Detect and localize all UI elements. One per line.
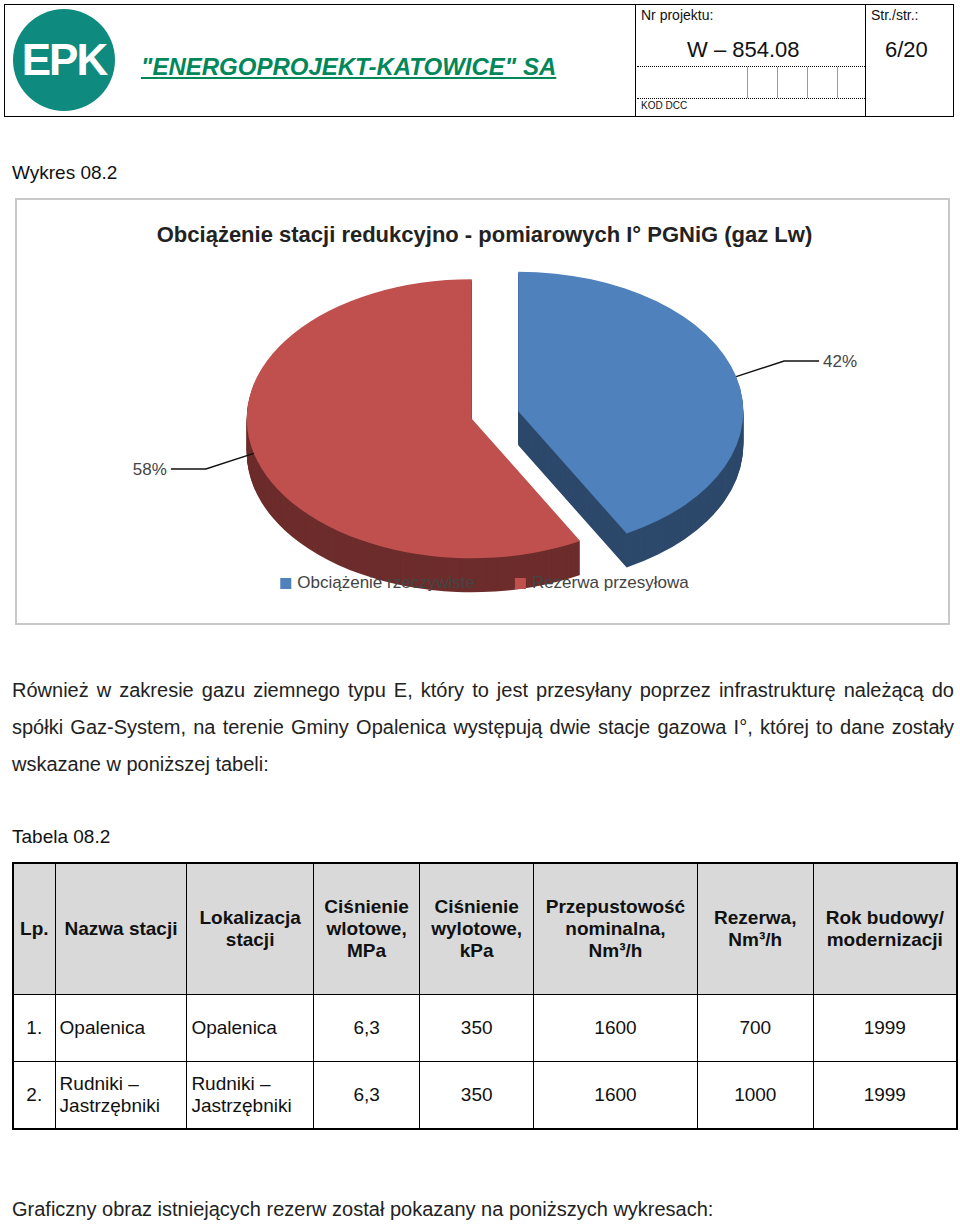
html-text:6/20: 6/20: [885, 37, 928, 62]
html-text:1000: 1000: [734, 1084, 777, 1105]
html-text:Przepustowość nominalna, Nm³/h: Przepustowość nominalna, Nm³/h: [545, 896, 686, 961]
html-text:6,3: 6,3: [353, 1017, 380, 1038]
html-text:Str./str.:: Str./str.:: [871, 7, 919, 23]
html-text:2.: 2.: [26, 1084, 43, 1105]
svg-text:42%: 42%: [823, 352, 857, 371]
html-text:Tabela 08.2: Tabela 08.2: [12, 826, 111, 847]
html-text:Rudniki – Jastrzębniki: Rudniki – Jastrzębniki: [59, 1073, 160, 1116]
html-text:W – 854.08: W – 854.08: [687, 37, 800, 62]
html-text:Graficzny obraz istniejących r: Graficzny obraz istniejących rezerw zost…: [12, 1198, 714, 1220]
html-text:1.: 1.: [26, 1017, 43, 1038]
html-text:Nr projektu:: Nr projektu:: [641, 7, 714, 23]
html-text:6,3: 6,3: [353, 1084, 380, 1105]
html-text:1600: 1600: [594, 1017, 637, 1038]
html-text:Nazwa stacji: Nazwa stacji: [64, 918, 178, 939]
html-text:1999: 1999: [863, 1017, 906, 1038]
html-text:Ciśnienie wlotowe, MPa: Ciśnienie wlotowe, MPa: [324, 896, 409, 961]
html-text:Wykres 08.2: Wykres 08.2: [12, 162, 118, 183]
html-text:350: 350: [460, 1084, 493, 1105]
html-text:350: 350: [460, 1017, 493, 1038]
html-text:700: 700: [739, 1017, 772, 1038]
html-text:1600: 1600: [594, 1084, 637, 1105]
html-text:Rudniki – Jastrzębniki: Rudniki – Jastrzębniki: [191, 1073, 292, 1116]
html-text:Lp.: Lp.: [20, 918, 49, 939]
svg-text:Obciążenie stacji redukcyjno -: Obciążenie stacji redukcyjno - pomiarowy…: [157, 222, 813, 247]
html-text:Opalenica: Opalenica: [191, 1017, 277, 1038]
html-text:Ciśnienie wylotowe, kPa: Ciśnienie wylotowe, kPa: [431, 896, 523, 961]
svg-text:Rezerwa przesyłowa: Rezerwa przesyłowa: [532, 573, 689, 592]
svg-text:Obciążenie rzeczywiste: Obciążenie rzeczywiste: [297, 573, 475, 592]
html-text:"ENERGOPROJEKT-KATOWICE" SA: "ENERGOPROJEKT-KATOWICE" SA: [141, 53, 557, 80]
html-text:Rok budowy/ modernizacji: Rok budowy/ modernizacji: [825, 907, 944, 950]
html-text:KOD DCC: KOD DCC: [641, 100, 688, 111]
html-text:Lokalizacja stacji: Lokalizacja stacji: [199, 907, 301, 950]
html-text:1999: 1999: [863, 1084, 906, 1105]
html-text:Rezerwa, Nm³/h: Rezerwa, Nm³/h: [714, 907, 797, 950]
svg-text:58%: 58%: [133, 460, 167, 479]
html-text:EPK: EPK: [21, 35, 107, 84]
html-text:Opalenica: Opalenica: [59, 1017, 146, 1038]
html-text:Również w zakresie gazu ziemne: Również w zakresie gazu ziemnego typu E,…: [12, 679, 954, 775]
